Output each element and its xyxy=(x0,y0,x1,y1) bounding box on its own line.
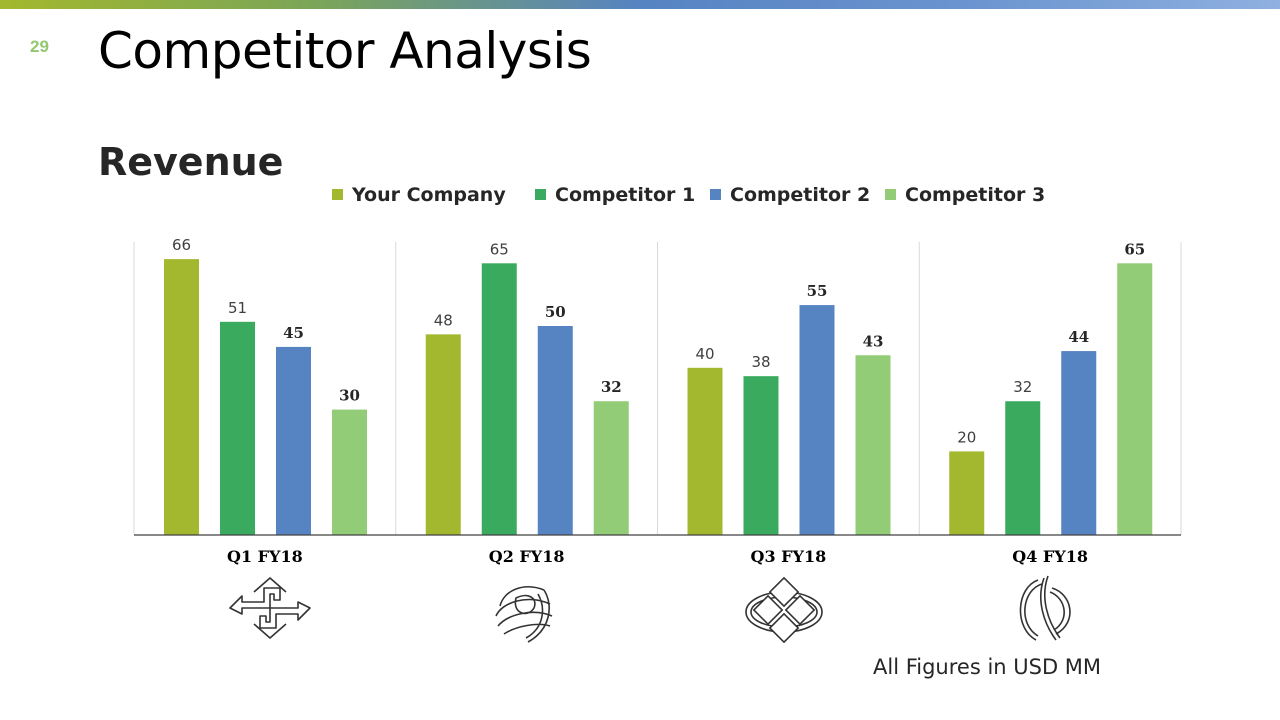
category-label: Q4 FY18 xyxy=(1012,547,1088,566)
data-label: 38 xyxy=(751,353,770,371)
legend-item-3: Competitor 2 xyxy=(710,184,870,206)
data-label: 43 xyxy=(863,332,884,350)
data-label: 20 xyxy=(957,428,976,446)
data-label: 32 xyxy=(1013,378,1032,396)
bar xyxy=(687,367,723,535)
bar xyxy=(593,401,629,535)
data-labels: 66 51 45 30 48 65 50 32 40 38 55 43 20 32 44 65 xyxy=(172,236,1145,446)
currency-footnote: All Figures in USD MM xyxy=(873,655,1102,679)
legend-item-4: Competitor 3 xyxy=(885,184,1045,206)
data-label: 45 xyxy=(283,324,304,342)
data-label: 55 xyxy=(807,282,828,300)
bar xyxy=(1061,351,1097,535)
bar xyxy=(332,409,367,535)
bar xyxy=(276,346,311,535)
bar xyxy=(1005,401,1041,535)
page-number: 29 xyxy=(30,37,49,56)
bar xyxy=(743,376,779,535)
chart-legend: Your Company Competitor 1 Competitor 2 Comp… xyxy=(332,184,1045,206)
category-dividers xyxy=(133,242,1182,535)
bar xyxy=(537,326,573,535)
data-label: 40 xyxy=(695,345,714,363)
page-title: Competitor Analysis xyxy=(98,22,592,80)
bar xyxy=(164,259,199,535)
data-label: 65 xyxy=(490,240,509,258)
category-label: Q3 FY18 xyxy=(751,547,827,566)
legend-item-1: Your Company xyxy=(332,184,506,206)
data-label: 51 xyxy=(228,299,247,317)
section-title: Revenue xyxy=(98,140,284,184)
legend-swatch xyxy=(535,189,546,200)
leaf-circle-icon xyxy=(1019,575,1071,641)
data-label: 44 xyxy=(1068,328,1089,346)
data-label: 48 xyxy=(434,311,453,329)
category-labels: Q1 FY18 Q2 FY18 Q3 FY18 Q4 FY18 xyxy=(227,547,1088,566)
legend-swatch xyxy=(332,189,343,200)
bar xyxy=(481,263,517,535)
legend-label: Competitor 2 xyxy=(730,184,870,206)
legend-label: Competitor 3 xyxy=(905,184,1045,206)
diamond-cluster-icon xyxy=(745,576,823,644)
data-label: 65 xyxy=(1124,240,1145,258)
interlocking-arrows-icon xyxy=(229,577,311,639)
legend-swatch xyxy=(885,189,896,200)
legend-swatch xyxy=(710,189,721,200)
data-label: 32 xyxy=(601,378,622,396)
data-label: 30 xyxy=(339,387,360,405)
bar xyxy=(220,321,255,535)
legend-label: Your Company xyxy=(351,184,506,206)
top-accent-bar xyxy=(0,0,1280,9)
bar xyxy=(1117,263,1153,535)
swirl-sphere-icon xyxy=(495,586,553,643)
bar xyxy=(425,334,461,535)
bar xyxy=(949,451,985,535)
category-label: Q1 FY18 xyxy=(227,547,303,566)
data-label: 50 xyxy=(545,303,566,321)
chart-bars xyxy=(164,259,1153,535)
legend-item-2: Competitor 1 xyxy=(535,184,695,206)
category-label: Q2 FY18 xyxy=(489,547,565,566)
bar xyxy=(855,355,891,535)
data-label: 66 xyxy=(172,236,191,254)
legend-label: Competitor 1 xyxy=(555,184,695,206)
bar xyxy=(799,305,835,535)
